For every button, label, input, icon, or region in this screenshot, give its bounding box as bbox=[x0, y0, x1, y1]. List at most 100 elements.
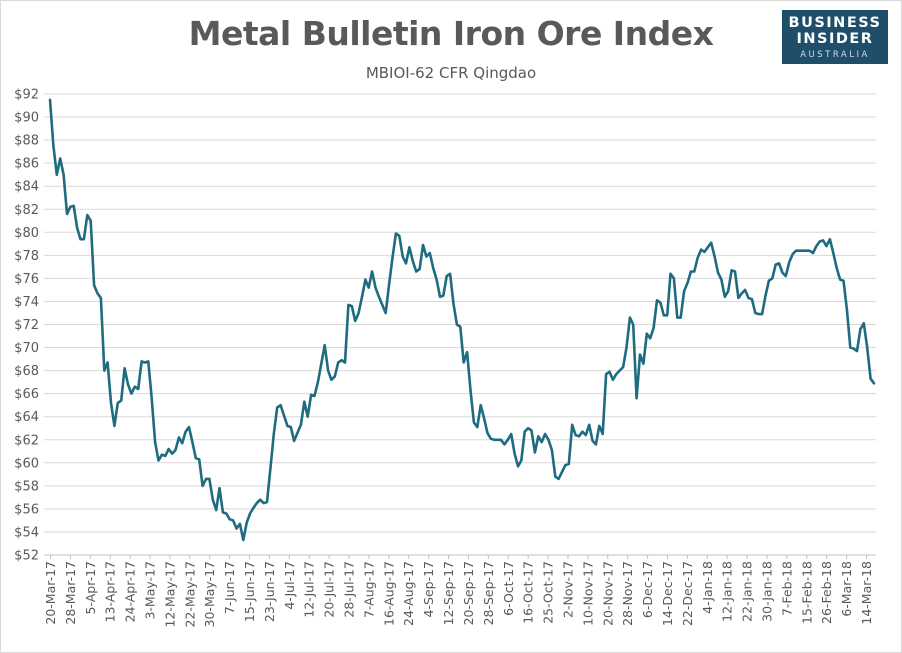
data-point bbox=[802, 250, 804, 252]
data-point bbox=[656, 299, 658, 301]
data-point bbox=[415, 270, 417, 273]
data-point bbox=[246, 522, 248, 524]
data-point bbox=[100, 297, 102, 299]
x-tick-label: 22-May-17 bbox=[182, 561, 197, 627]
data-point bbox=[714, 255, 716, 258]
data-point bbox=[324, 344, 326, 346]
data-point bbox=[639, 353, 641, 356]
x-tick-label: 16-Aug-17 bbox=[381, 561, 396, 626]
y-tick-label: $66 bbox=[14, 387, 39, 402]
data-point bbox=[96, 292, 99, 294]
data-point bbox=[327, 370, 329, 372]
data-point bbox=[395, 232, 397, 235]
data-point bbox=[317, 381, 319, 383]
data-point bbox=[83, 238, 85, 240]
data-point bbox=[873, 382, 875, 384]
data-point bbox=[358, 312, 360, 314]
data-point bbox=[588, 424, 590, 426]
x-tick-label: 4-Jan-18 bbox=[700, 561, 715, 614]
x-tick-label: 30-May-17 bbox=[202, 561, 217, 627]
data-point bbox=[276, 406, 278, 409]
data-point bbox=[676, 317, 678, 319]
y-tick-label: $88 bbox=[14, 134, 39, 149]
data-point bbox=[151, 397, 153, 399]
gridlines bbox=[44, 93, 876, 556]
data-point bbox=[846, 308, 848, 311]
data-point bbox=[602, 433, 604, 435]
x-tick-label: 4-Sep-17 bbox=[421, 561, 436, 617]
data-point bbox=[107, 361, 109, 364]
data-point bbox=[229, 518, 231, 520]
data-point bbox=[476, 426, 478, 428]
x-tick-label: 15-Jun-17 bbox=[242, 561, 257, 622]
data-point bbox=[164, 455, 166, 457]
data-point bbox=[388, 283, 390, 285]
data-point bbox=[381, 304, 383, 306]
data-point bbox=[795, 250, 797, 252]
data-point bbox=[483, 417, 485, 419]
x-tick-label: 25-Oct-17 bbox=[541, 561, 556, 624]
data-point bbox=[235, 527, 238, 530]
data-point bbox=[558, 478, 560, 480]
data-point bbox=[870, 378, 872, 380]
x-tick-label: 24-Apr-17 bbox=[123, 561, 138, 622]
data-point bbox=[731, 269, 733, 271]
y-tick-label: $92 bbox=[14, 88, 39, 103]
data-point bbox=[819, 240, 821, 243]
data-point bbox=[710, 242, 712, 244]
data-point bbox=[266, 501, 268, 503]
data-point bbox=[171, 453, 173, 455]
y-tick-label: $82 bbox=[14, 203, 39, 218]
data-point bbox=[208, 478, 210, 480]
data-point bbox=[398, 235, 400, 237]
x-tick-label: 20-Nov-17 bbox=[600, 561, 615, 626]
data-point bbox=[52, 145, 55, 147]
x-tick-label: 4-Jul-17 bbox=[282, 561, 297, 610]
data-point bbox=[466, 351, 468, 353]
data-point bbox=[836, 267, 838, 269]
data-point bbox=[592, 440, 594, 442]
data-point bbox=[168, 448, 170, 450]
data-point bbox=[537, 435, 539, 437]
data-point bbox=[157, 459, 160, 462]
data-point bbox=[337, 361, 339, 364]
data-point bbox=[307, 416, 309, 418]
data-point bbox=[269, 468, 271, 470]
data-point bbox=[256, 502, 258, 504]
data-point bbox=[520, 459, 522, 462]
data-point bbox=[666, 314, 668, 316]
data-point bbox=[391, 257, 394, 259]
data-point bbox=[744, 289, 746, 291]
data-point bbox=[524, 431, 526, 433]
data-point bbox=[259, 499, 261, 501]
data-point bbox=[341, 359, 343, 361]
data-point bbox=[127, 383, 129, 385]
series-line bbox=[48, 98, 876, 542]
data-point bbox=[792, 253, 794, 255]
data-point bbox=[222, 511, 224, 513]
data-point bbox=[839, 279, 841, 281]
y-tick-label: $84 bbox=[14, 180, 39, 195]
data-point bbox=[632, 323, 634, 326]
data-point bbox=[564, 464, 567, 466]
x-tick-label: 6-Dec-17 bbox=[640, 561, 655, 618]
x-tick-label: 5-Apr-17 bbox=[83, 561, 98, 614]
data-point bbox=[374, 287, 377, 289]
data-point bbox=[581, 431, 584, 433]
data-point bbox=[429, 252, 431, 254]
data-point bbox=[212, 499, 214, 501]
data-point bbox=[608, 371, 611, 373]
data-point bbox=[683, 290, 685, 292]
data-point bbox=[554, 476, 556, 478]
data-point bbox=[703, 251, 706, 253]
data-point bbox=[503, 443, 505, 445]
data-point bbox=[480, 404, 482, 406]
data-point bbox=[63, 174, 65, 176]
data-point bbox=[636, 397, 638, 399]
data-point bbox=[585, 434, 587, 436]
x-tick-label: 28-Jul-17 bbox=[342, 561, 357, 618]
data-point bbox=[419, 268, 421, 270]
y-tick-label: $80 bbox=[14, 226, 39, 241]
data-point bbox=[781, 272, 784, 274]
